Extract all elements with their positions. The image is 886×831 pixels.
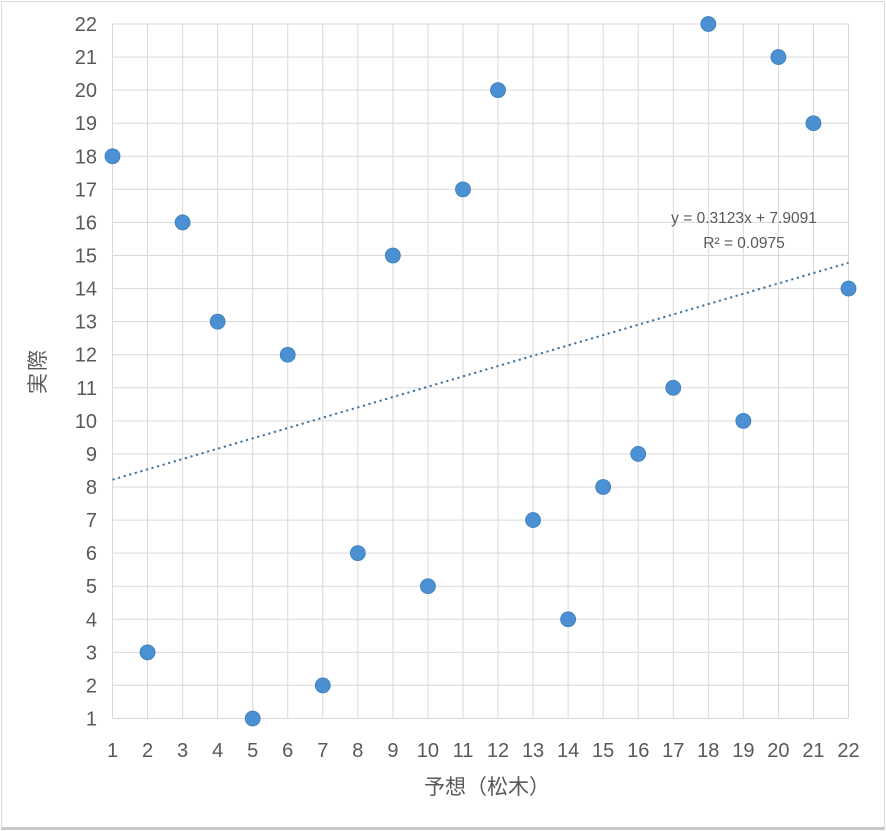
y-tick-label: 13 xyxy=(75,312,97,334)
y-tick-label: 11 xyxy=(76,378,97,400)
x-tick-label: 10 xyxy=(417,740,439,762)
x-axis-title: 予想（松木） xyxy=(424,776,550,799)
y-tick-label: 10 xyxy=(75,411,97,433)
x-tick-label: 4 xyxy=(212,740,223,762)
x-tick-label: 17 xyxy=(662,740,684,762)
y-tick-label: 12 xyxy=(75,345,97,367)
data-point xyxy=(700,16,717,32)
x-tick-label: 9 xyxy=(387,740,398,762)
data-point xyxy=(735,412,752,429)
data-point xyxy=(770,49,787,65)
y-tick-label: 4 xyxy=(86,609,97,631)
x-tick-label: 3 xyxy=(177,740,188,762)
y-tick-label: 17 xyxy=(75,179,97,201)
y-tick-label: 15 xyxy=(75,246,97,268)
trendline-r2-text: R² = 0.0975 xyxy=(703,235,785,252)
y-axis-title: 実際 xyxy=(27,348,50,394)
y-tick-label: 7 xyxy=(86,510,97,532)
x-tick-label: 15 xyxy=(592,740,614,762)
y-tick-label: 18 xyxy=(75,146,97,168)
y-tick-label: 1 xyxy=(86,709,97,731)
data-point xyxy=(384,247,401,264)
y-tick-label: 3 xyxy=(86,642,97,664)
y-tick-label: 6 xyxy=(86,543,97,565)
x-tick-label: 22 xyxy=(837,740,859,762)
x-tick-label: 2 xyxy=(142,740,153,762)
data-point xyxy=(490,82,506,99)
x-tick-label: 7 xyxy=(317,740,328,762)
x-tick-label: 19 xyxy=(732,740,754,762)
y-tick-label: 22 xyxy=(75,14,97,36)
y-tick-label: 8 xyxy=(86,477,97,499)
x-tick-label: 14 xyxy=(557,740,579,762)
y-tick-label: 21 xyxy=(75,47,97,69)
y-tick-label: 14 xyxy=(75,279,97,301)
data-point xyxy=(314,677,331,694)
data-point xyxy=(630,446,647,462)
y-tick-label: 16 xyxy=(75,212,97,234)
data-point xyxy=(455,181,471,198)
data-point xyxy=(840,280,857,297)
data-point xyxy=(665,379,682,396)
y-tick-label: 19 xyxy=(75,113,97,135)
x-tick-label: 11 xyxy=(453,740,474,762)
y-tick-label: 5 xyxy=(86,576,97,598)
data-point xyxy=(805,115,822,132)
x-tick-label: 16 xyxy=(627,740,649,762)
data-point xyxy=(139,644,156,661)
x-tick-label: 18 xyxy=(697,740,719,762)
data-point xyxy=(174,214,191,231)
trendline xyxy=(112,261,849,481)
data-point xyxy=(349,545,366,562)
y-tick-label: 2 xyxy=(86,675,97,697)
x-tick-label: 12 xyxy=(487,740,509,762)
x-tick-label: 20 xyxy=(767,740,789,762)
trendline-annotation: y = 0.3123x + 7.9091 R² = 0.0975 xyxy=(634,206,854,256)
y-tick-label: 9 xyxy=(86,444,97,466)
x-tick-label: 6 xyxy=(282,740,293,762)
data-point xyxy=(209,313,226,330)
x-tick-label: 1 xyxy=(107,740,118,762)
data-point xyxy=(279,346,296,363)
x-tick-label: 5 xyxy=(247,740,258,762)
x-tick-label: 8 xyxy=(352,740,363,762)
y-tick-label: 20 xyxy=(75,80,97,102)
data-point xyxy=(560,611,577,628)
data-point xyxy=(244,710,261,727)
x-tick-label: 13 xyxy=(522,740,544,762)
data-point xyxy=(104,148,121,165)
x-tick-label: 21 xyxy=(802,740,824,762)
trendline-equation-text: y = 0.3123x + 7.9091 xyxy=(671,210,817,227)
data-point xyxy=(595,479,612,495)
data-point xyxy=(420,578,436,595)
data-point xyxy=(525,512,541,528)
